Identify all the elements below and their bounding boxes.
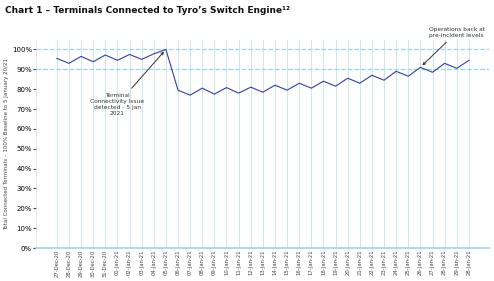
Text: Chart 1 – Terminals Connected to Tyro’s Switch Engine¹²: Chart 1 – Terminals Connected to Tyro’s … [5,6,290,15]
Y-axis label: Total Connected Terminals – 100% Baseline to 5 January 20/21: Total Connected Terminals – 100% Baselin… [4,58,9,230]
Text: Operations back at
pre-incident levels: Operations back at pre-incident levels [423,27,485,65]
Text: Terminal
Connectivity Issue
detected - 5 Jan
2021: Terminal Connectivity Issue detected - 5… [90,52,164,115]
